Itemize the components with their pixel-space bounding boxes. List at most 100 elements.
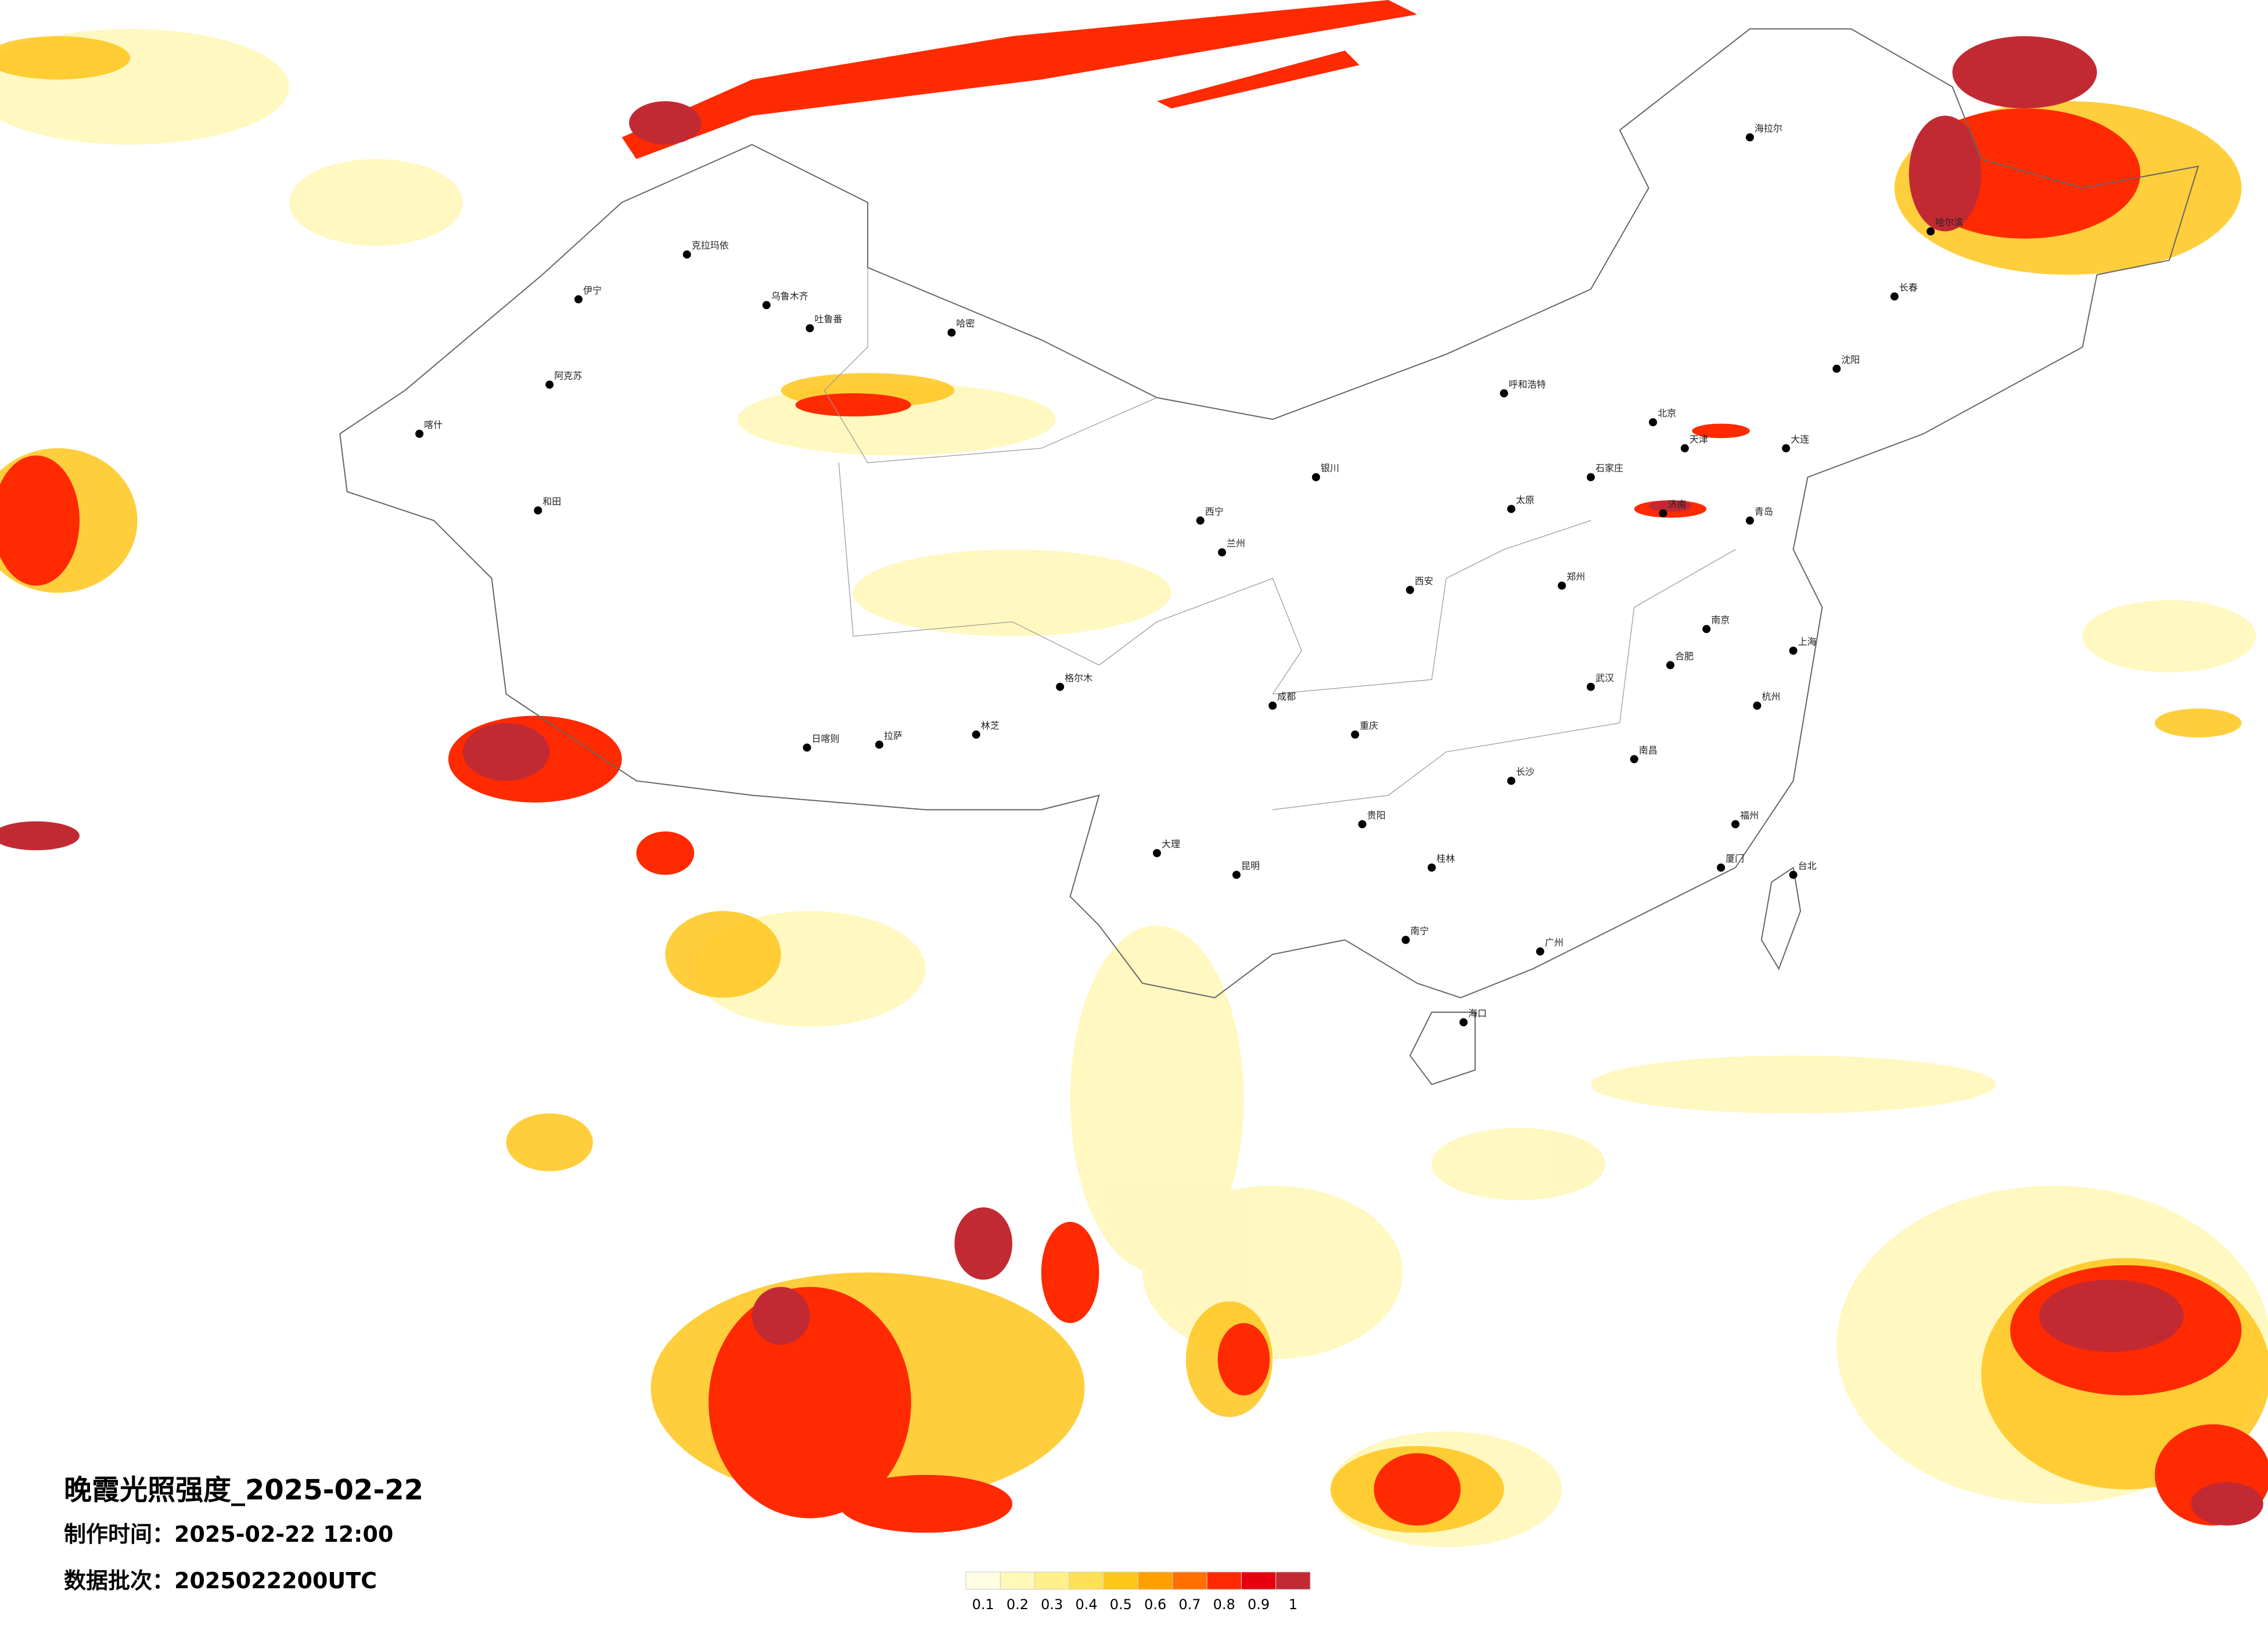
colorbar: 0.1 0.2 0.3 0.4 0.5 0.6 0.7 0.8 0.9 1 [965,1571,1311,1613]
city-label: 重庆 [1360,720,1378,731]
city-label: 喀什 [424,419,443,430]
country-outline [339,28,2199,999]
city-label: 合肥 [1675,650,1694,661]
city-label: 厦门 [1726,853,1744,864]
city-label: 伊宁 [583,285,602,296]
city-label: 济南 [1668,499,1687,510]
heat-max [0,36,2263,1526]
city-dot [1782,444,1791,452]
city-label: 石家庄 [1595,463,1623,474]
city-label: 福州 [1740,810,1759,821]
city-label: 广州 [1545,937,1563,948]
colorbar-swatch [1172,1571,1207,1590]
city-label: 阿克苏 [554,370,582,381]
colorbar-swatch [1000,1571,1036,1590]
colorbar-swatch [1103,1571,1138,1590]
city-dot [1587,682,1595,691]
colorbar-label: 1 [1289,1596,1297,1613]
colorbar-swatch [1206,1571,1242,1590]
city-dot [806,324,814,333]
city-label: 西宁 [1205,506,1224,517]
city-label: 南昌 [1639,744,1658,756]
city-dot [1630,755,1638,764]
colorbar-swatch [1275,1571,1311,1590]
colorbar-swatch [1138,1571,1173,1590]
city-label: 南京 [1711,614,1730,625]
city-dot [1153,849,1161,858]
city-dot [1232,870,1241,879]
colorbar-label: 0.6 [1144,1596,1166,1613]
city-label: 海拉尔 [1755,123,1782,134]
city-dot [1406,585,1414,594]
city-label: 海口 [1468,1008,1487,1019]
colorbar-swatch [1034,1571,1070,1590]
city-label: 太原 [1516,494,1534,505]
city-dot [1268,702,1277,710]
city-dot [1536,947,1544,956]
city-dot [1401,936,1410,944]
city-dot [415,430,424,438]
colorbar-swatch [1069,1571,1104,1590]
city-dot [1890,292,1899,301]
city-label: 北京 [1658,408,1676,419]
colorbar-label: 0.4 [1075,1596,1097,1613]
city-label: 林芝 [981,720,1000,731]
city-label: 吐鲁番 [814,314,842,325]
city-dot [1558,581,1566,590]
city-label: 贵阳 [1367,810,1386,821]
city-label: 长春 [1899,282,1918,293]
hainan-outline [1409,1012,1476,1085]
city-label: 兰州 [1227,538,1245,549]
city-dot [1926,227,1935,236]
colorbar-label: 0.1 [972,1596,994,1613]
city-dot [1789,870,1798,879]
city-label: 大理 [1162,839,1180,850]
city-label: 昆明 [1241,860,1260,871]
colorbar-swatch [965,1571,1001,1590]
city-label: 台北 [1798,860,1817,871]
city-dot [1745,133,1754,142]
city-label: 乌鲁木齐 [771,290,808,301]
city-dot [1311,473,1320,481]
city-label: 桂林 [1436,853,1455,864]
city-dot [1702,625,1711,634]
city-dot [1731,820,1739,829]
province-borders [824,267,1736,811]
borders [339,28,2199,1085]
city-label: 长沙 [1516,767,1534,778]
heat-layer [0,0,2268,1548]
city-dot [1649,418,1658,427]
city-dot [1507,505,1516,513]
city-dot [1659,509,1667,517]
city-dot [1789,646,1798,655]
city-label: 拉萨 [884,730,903,741]
city-dot [1428,864,1436,872]
city-dot [1056,682,1065,691]
colorbar-label: 0.9 [1248,1596,1270,1613]
city-dot [1358,820,1367,829]
colorbar-label: 0.5 [1110,1596,1132,1613]
city-dot [1717,864,1726,872]
city-label: 克拉玛依 [692,240,729,251]
data-batch: 数据批次：2025022200UTC [64,1568,377,1593]
city-label: 郑州 [1566,571,1585,582]
city-label: 成都 [1277,691,1296,702]
city-dot [534,506,542,515]
city-dot [1666,661,1674,670]
city-label: 银川 [1321,463,1339,474]
city-dot [1507,776,1516,785]
city-label: 天津 [1690,434,1708,445]
city-dot [762,301,771,310]
city-label: 大连 [1791,434,1809,445]
city-label: 哈尔滨 [1935,217,1963,228]
city-label: 哈密 [956,318,975,329]
city-dot [1459,1018,1468,1027]
city-dot [1351,730,1360,739]
city-label: 上海 [1798,636,1817,647]
city-dot [1745,516,1754,525]
city-dot [1753,702,1762,710]
colorbar-label: 0.7 [1178,1596,1201,1613]
